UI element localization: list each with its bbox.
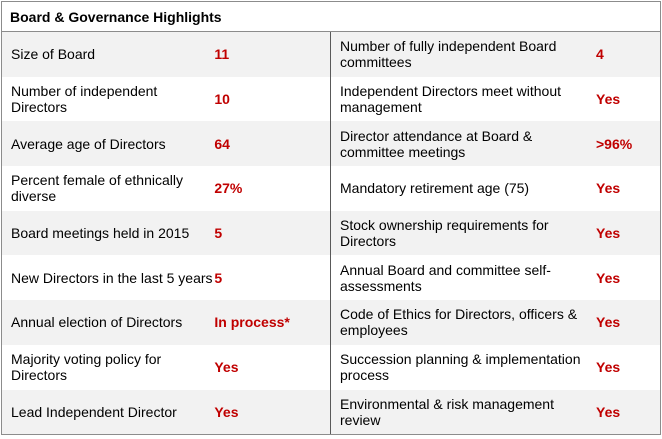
row-value: Yes [596, 269, 621, 286]
row-value: 64 [214, 135, 230, 152]
table-row: Code of Ethics for Directors, officers &… [331, 300, 660, 345]
table-row: Number of fully independent Board commit… [331, 32, 660, 77]
table-row: Percent female of ethnically diverse 27% [2, 166, 330, 211]
table-row: Stock ownership requirements for Directo… [331, 210, 660, 256]
row-value: 5 [214, 269, 223, 286]
table-row: Board meetings held in 2015 5 [2, 210, 330, 256]
row-value: Yes [596, 359, 621, 376]
row-value: Yes [596, 403, 621, 420]
table-row: Majority voting policy for Directors Yes [2, 345, 330, 390]
row-label: Code of Ethics for Directors, officers &… [340, 306, 578, 339]
table-row: Environmental & risk management review Ye… [331, 389, 660, 435]
right-column: Number of fully independent Board commit… [331, 32, 660, 435]
row-label: New Directors in the last 5 years [11, 269, 213, 286]
table-body: Size of Board 11 Number of independent Di… [2, 32, 660, 435]
row-label: Percent female of ethnically diverse [11, 172, 183, 205]
row-value: Yes [596, 225, 621, 242]
row-value: Yes [596, 180, 621, 197]
row-label: Mandatory retirement age (75) [340, 180, 530, 197]
table-row: New Directors in the last 5 years 5 [2, 255, 330, 300]
row-value: 4 [596, 46, 604, 63]
table-row: Annual Board and committee self-assessme… [331, 255, 660, 300]
row-label: Director attendance at Board & committee… [340, 127, 533, 160]
row-label: Board meetings held in 2015 [11, 225, 190, 242]
row-value: Yes [596, 314, 621, 331]
row-label: Average age of Directors [11, 135, 166, 152]
row-value: Yes [596, 91, 621, 108]
table-row: Average age of Directors 64 [2, 121, 330, 167]
row-value: In process* [214, 314, 290, 331]
left-column: Size of Board 11 Number of independent Di… [2, 32, 331, 435]
row-value: 10 [214, 91, 230, 108]
table-row: Number of independent Directors 10 [2, 77, 330, 122]
row-value: >96% [596, 135, 633, 152]
row-label: Annual Board and committee self-assessme… [340, 261, 551, 294]
row-label: Majority voting policy for Directors [11, 351, 162, 384]
table-row: Succession planning & implementation pro… [331, 345, 660, 390]
row-value: 11 [214, 46, 230, 63]
table-row: Mandatory retirement age (75) Yes [331, 166, 660, 211]
row-label: Number of independent Directors [11, 83, 158, 116]
table-row: Director attendance at Board & committee… [331, 121, 660, 167]
row-label: Independent Directors meet without manag… [340, 83, 562, 116]
row-label: Number of fully independent Board commit… [340, 38, 557, 71]
row-label: Lead Independent Director [11, 403, 177, 420]
row-label: Stock ownership requirements for Directo… [340, 217, 549, 250]
row-label: Environmental & risk management review [340, 395, 554, 428]
row-label: Annual election of Directors [11, 314, 183, 331]
row-label: Succession planning & implementation pro… [340, 351, 581, 384]
table-row: Size of Board 11 [2, 32, 330, 77]
table-row: Lead Independent Director Yes [2, 389, 330, 435]
table-title: Board & Governance Highlights [2, 2, 660, 32]
row-value: 27% [214, 180, 243, 197]
row-value: Yes [214, 403, 239, 420]
row-value: Yes [214, 359, 239, 376]
table-row: Independent Directors meet without manag… [331, 77, 660, 122]
row-value: 5 [214, 225, 223, 242]
row-label: Size of Board [11, 46, 96, 63]
table-row: Annual election of Directors In process* [2, 300, 330, 345]
